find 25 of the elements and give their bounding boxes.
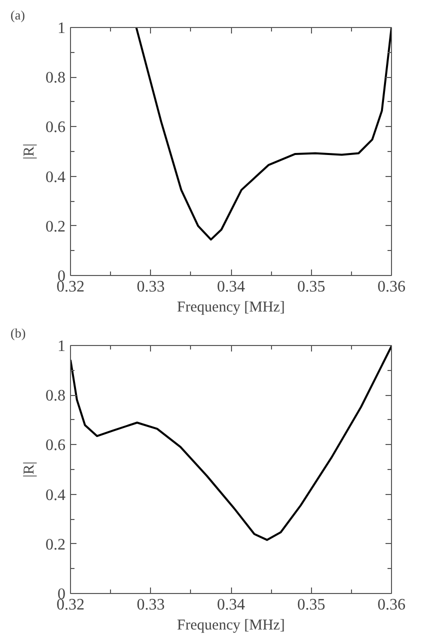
y-tick-label: 1 bbox=[58, 338, 66, 355]
y-axis-title: |R| bbox=[22, 143, 38, 160]
x-tick-label: 0.33 bbox=[136, 278, 165, 296]
line-series bbox=[135, 28, 392, 241]
x-tick-label: 0.36 bbox=[378, 278, 406, 296]
x-tick-label: 0.35 bbox=[297, 278, 326, 296]
y-tick-label: 0.6 bbox=[46, 119, 66, 136]
y-tick-label: 1 bbox=[58, 20, 66, 37]
x-axis-title: Frequency [MHz] bbox=[177, 618, 285, 634]
x-tick-label: 0.34 bbox=[217, 596, 245, 614]
x-tick-label: 0.36 bbox=[378, 596, 406, 614]
y-tick-label: 0.4 bbox=[46, 168, 66, 186]
chart-title: (b) bbox=[10, 326, 26, 340]
y-axis-title: |R| bbox=[22, 461, 38, 478]
y-tick-label: 0.4 bbox=[46, 486, 66, 504]
y-tick-label: 0.8 bbox=[46, 388, 66, 405]
x-tick-label: 0.35 bbox=[297, 596, 326, 614]
x-tick-label: 0.34 bbox=[217, 278, 245, 296]
x-tick-label: 0.33 bbox=[136, 596, 165, 614]
y-tick-label: 0.2 bbox=[46, 536, 66, 554]
y-tick-label: 0.6 bbox=[46, 437, 66, 454]
y-tick-label: 0.2 bbox=[46, 218, 66, 236]
x-axis-title: Frequency [MHz] bbox=[177, 300, 285, 316]
chart-title: (a) bbox=[10, 8, 25, 22]
y-tick-label: 0.8 bbox=[46, 70, 66, 87]
